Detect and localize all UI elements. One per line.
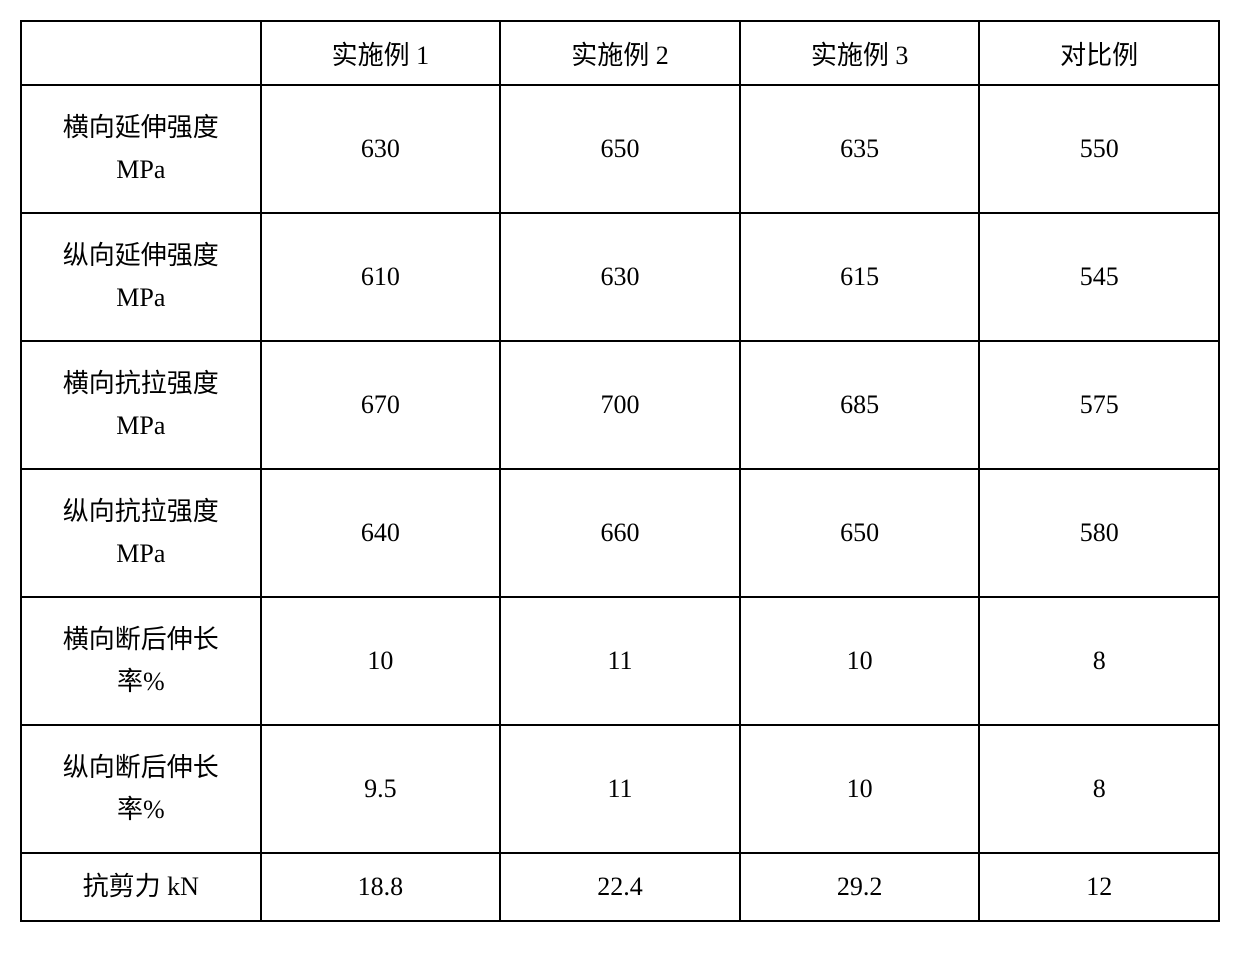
table-row: 抗剪力 kN 18.8 22.4 29.2 12 xyxy=(21,853,1219,921)
data-cell: 630 xyxy=(261,85,501,213)
data-cell: 660 xyxy=(500,469,740,597)
header-cell-example2: 实施例 2 xyxy=(500,21,740,85)
material-properties-table-container: 实施例 1 实施例 2 实施例 3 对比例 横向延伸强度 MPa 630 650… xyxy=(20,20,1220,922)
row-label-line1: 纵向断后伸长 xyxy=(63,753,219,782)
row-label-line2: 率% xyxy=(117,667,165,696)
header-cell-example1: 实施例 1 xyxy=(261,21,501,85)
data-cell: 22.4 xyxy=(500,853,740,921)
data-cell: 640 xyxy=(261,469,501,597)
data-cell: 545 xyxy=(979,213,1219,341)
table-row: 纵向延伸强度 MPa 610 630 615 545 xyxy=(21,213,1219,341)
data-cell: 615 xyxy=(740,213,980,341)
material-properties-table: 实施例 1 实施例 2 实施例 3 对比例 横向延伸强度 MPa 630 650… xyxy=(20,20,1220,922)
row-label-line2: MPa xyxy=(116,539,165,568)
data-cell: 11 xyxy=(500,597,740,725)
row-label-line1: 横向延伸强度 xyxy=(63,113,219,142)
row-label-shear-force: 抗剪力 kN xyxy=(21,853,261,921)
data-cell: 635 xyxy=(740,85,980,213)
data-cell: 685 xyxy=(740,341,980,469)
row-label-longitudinal-yield: 纵向延伸强度 MPa xyxy=(21,213,261,341)
data-cell: 580 xyxy=(979,469,1219,597)
table-row: 纵向抗拉强度 MPa 640 660 650 580 xyxy=(21,469,1219,597)
data-cell: 575 xyxy=(979,341,1219,469)
data-cell: 10 xyxy=(261,597,501,725)
row-label-line2: MPa xyxy=(116,283,165,312)
row-label-longitudinal-elongation: 纵向断后伸长 率% xyxy=(21,725,261,853)
data-cell: 8 xyxy=(979,725,1219,853)
row-label-transverse-tensile: 横向抗拉强度 MPa xyxy=(21,341,261,469)
row-label-line2: MPa xyxy=(116,411,165,440)
data-cell: 9.5 xyxy=(261,725,501,853)
table-header-row: 实施例 1 实施例 2 实施例 3 对比例 xyxy=(21,21,1219,85)
data-cell: 630 xyxy=(500,213,740,341)
data-cell: 610 xyxy=(261,213,501,341)
row-label-line1: 纵向延伸强度 xyxy=(63,241,219,270)
data-cell: 11 xyxy=(500,725,740,853)
header-cell-empty xyxy=(21,21,261,85)
row-label-line2: 率% xyxy=(117,795,165,824)
data-cell: 670 xyxy=(261,341,501,469)
data-cell: 12 xyxy=(979,853,1219,921)
row-label-longitudinal-tensile: 纵向抗拉强度 MPa xyxy=(21,469,261,597)
row-label-line1: 抗剪力 kN xyxy=(83,872,199,901)
table-row: 横向断后伸长 率% 10 11 10 8 xyxy=(21,597,1219,725)
data-cell: 18.8 xyxy=(261,853,501,921)
row-label-line1: 纵向抗拉强度 xyxy=(63,497,219,526)
data-cell: 10 xyxy=(740,725,980,853)
row-label-line1: 横向断后伸长 xyxy=(63,625,219,654)
data-cell: 8 xyxy=(979,597,1219,725)
header-cell-comparison: 对比例 xyxy=(979,21,1219,85)
table-row: 横向抗拉强度 MPa 670 700 685 575 xyxy=(21,341,1219,469)
data-cell: 10 xyxy=(740,597,980,725)
row-label-transverse-yield: 横向延伸强度 MPa xyxy=(21,85,261,213)
data-cell: 29.2 xyxy=(740,853,980,921)
row-label-line2: MPa xyxy=(116,155,165,184)
table-row: 横向延伸强度 MPa 630 650 635 550 xyxy=(21,85,1219,213)
row-label-line1: 横向抗拉强度 xyxy=(63,369,219,398)
row-label-transverse-elongation: 横向断后伸长 率% xyxy=(21,597,261,725)
data-cell: 650 xyxy=(500,85,740,213)
data-cell: 550 xyxy=(979,85,1219,213)
data-cell: 700 xyxy=(500,341,740,469)
header-cell-example3: 实施例 3 xyxy=(740,21,980,85)
data-cell: 650 xyxy=(740,469,980,597)
table-row: 纵向断后伸长 率% 9.5 11 10 8 xyxy=(21,725,1219,853)
